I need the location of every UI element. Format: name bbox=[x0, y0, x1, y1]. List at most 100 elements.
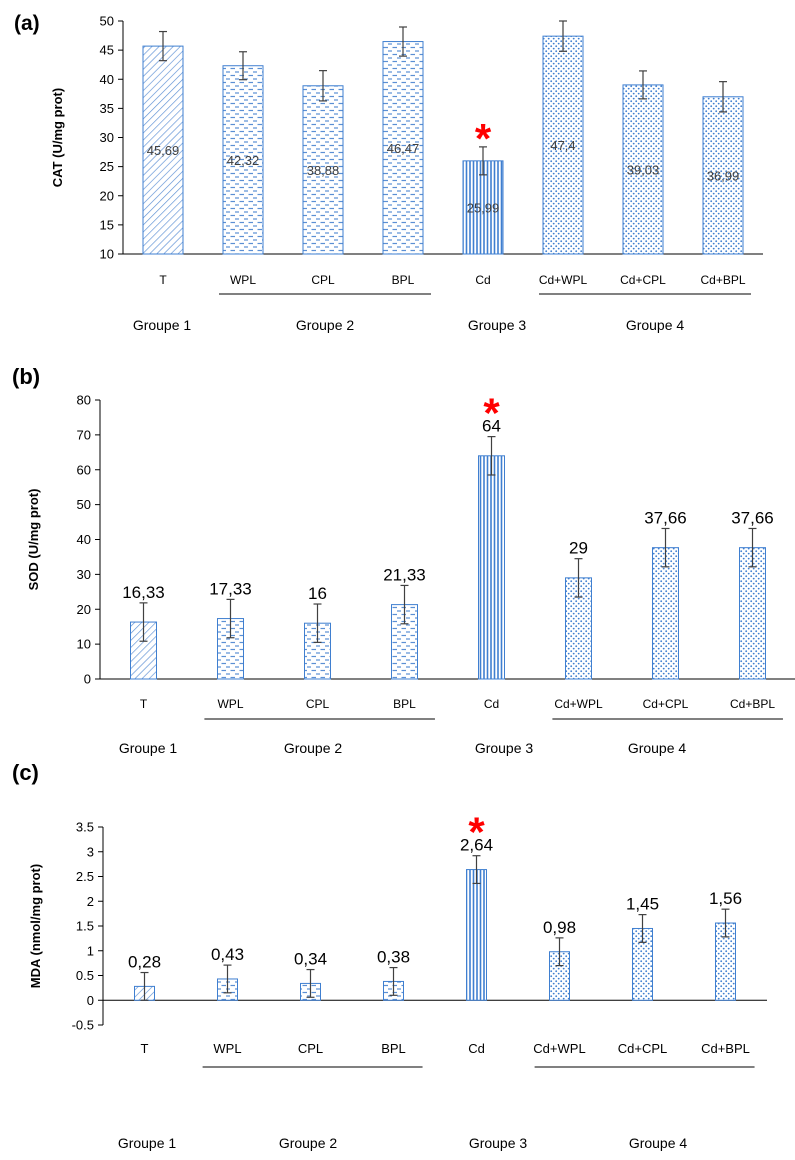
category-label: Cd+BPL bbox=[700, 273, 745, 287]
category-label: Cd+CPL bbox=[643, 697, 689, 711]
y-tick-label: 70 bbox=[77, 427, 91, 442]
y-tick-label: 3 bbox=[87, 844, 94, 859]
bar-cd-wpl bbox=[542, 35, 584, 255]
data-label: 45,69 bbox=[147, 143, 180, 158]
category-label: T bbox=[140, 697, 148, 711]
y-tick-label: 0.5 bbox=[76, 968, 94, 983]
data-label: 37,66 bbox=[644, 508, 687, 527]
category-label: Cd+WPL bbox=[554, 697, 603, 711]
group-label: Groupe 2 bbox=[284, 740, 343, 756]
y-tick-label: 50 bbox=[77, 497, 91, 512]
y-tick-label: 35 bbox=[100, 101, 114, 116]
y-axis-title: MDA (nmol/mg prot) bbox=[28, 864, 43, 988]
y-tick-label: 30 bbox=[77, 567, 91, 582]
bar-cd-bpl bbox=[739, 547, 766, 680]
group-label: Groupe 3 bbox=[469, 1135, 528, 1151]
y-axis-title: CAT (U/mg prot) bbox=[50, 88, 65, 187]
data-label: 64 bbox=[482, 417, 501, 436]
category-label: Cd+WPL bbox=[539, 273, 588, 287]
y-tick-label: 1.5 bbox=[76, 919, 94, 934]
bar-cd-cpl bbox=[622, 84, 664, 255]
category-label: T bbox=[141, 1041, 149, 1056]
category-label: Cd bbox=[468, 1041, 485, 1056]
data-label: 1,56 bbox=[709, 889, 742, 908]
category-label: BPL bbox=[393, 697, 416, 711]
y-tick-label: 15 bbox=[100, 217, 114, 232]
category-label: T bbox=[159, 273, 167, 287]
data-label: 0,28 bbox=[128, 953, 161, 972]
category-label: CPL bbox=[306, 697, 330, 711]
group-label: Groupe 2 bbox=[296, 317, 355, 333]
panel-label: (b) bbox=[12, 364, 40, 389]
y-tick-label: 2 bbox=[87, 894, 94, 909]
bar-cd bbox=[478, 455, 505, 680]
category-label: CPL bbox=[298, 1041, 323, 1056]
data-label: 2,64 bbox=[460, 836, 493, 855]
data-label: 37,66 bbox=[731, 508, 774, 527]
panel-label: (a) bbox=[14, 12, 40, 35]
category-label: Cd+BPL bbox=[701, 1041, 750, 1056]
y-tick-label: 50 bbox=[100, 14, 114, 29]
data-label: 46,47 bbox=[387, 141, 420, 156]
bar-cd bbox=[466, 869, 487, 1001]
group-label: Groupe 3 bbox=[475, 740, 534, 756]
y-tick-label: 2.5 bbox=[76, 869, 94, 884]
data-label: 1,45 bbox=[626, 895, 659, 914]
y-tick-label: 20 bbox=[100, 188, 114, 203]
group-label: Groupe 4 bbox=[629, 1135, 688, 1151]
bar-cd-cpl bbox=[652, 547, 679, 680]
y-axis-title: SOD (U/mg prot) bbox=[26, 489, 41, 591]
data-label: 36,99 bbox=[707, 168, 740, 183]
data-label: 47,4 bbox=[550, 138, 575, 153]
significance-marker: * bbox=[483, 390, 500, 437]
y-tick-label: 45 bbox=[100, 43, 114, 58]
y-tick-label: 0 bbox=[87, 993, 94, 1008]
group-label: Groupe 1 bbox=[133, 317, 192, 333]
panel-label: (c) bbox=[12, 760, 39, 785]
data-label: 16,33 bbox=[122, 583, 165, 602]
significance-marker: * bbox=[468, 809, 485, 856]
group-label: Groupe 4 bbox=[628, 740, 687, 756]
y-tick-label: 25 bbox=[100, 159, 114, 174]
category-label: Cd+WPL bbox=[533, 1041, 585, 1056]
data-label: 25,99 bbox=[467, 200, 500, 215]
data-label: 0,38 bbox=[377, 948, 410, 967]
chart-panel-a: (a) CAT (U/mg prot) 10 15 20 25 30 35 40 45 50 45,6… bbox=[14, 12, 763, 333]
data-label: 0,98 bbox=[543, 918, 576, 937]
y-tick-label: -0.5 bbox=[72, 1018, 94, 1033]
y-tick-label: 1 bbox=[87, 943, 94, 958]
group-label: Groupe 4 bbox=[626, 317, 685, 333]
group-label: Groupe 1 bbox=[118, 1135, 177, 1151]
bar-wpl bbox=[222, 65, 264, 255]
category-label: Cd bbox=[484, 697, 499, 711]
category-label: Cd bbox=[475, 273, 490, 287]
category-label: Cd+CPL bbox=[618, 1041, 668, 1056]
y-tick-label: 40 bbox=[77, 532, 91, 547]
bar-cd-bpl bbox=[702, 96, 744, 255]
bar-t bbox=[142, 45, 184, 255]
y-tick-label: 0 bbox=[84, 672, 91, 687]
category-label: BPL bbox=[381, 1041, 406, 1056]
y-tick-label: 60 bbox=[77, 462, 91, 477]
category-label: WPL bbox=[217, 697, 243, 711]
category-label: BPL bbox=[392, 273, 415, 287]
y-tick-label: 80 bbox=[77, 393, 91, 408]
data-label: 0,43 bbox=[211, 945, 244, 964]
data-label: 0,34 bbox=[294, 950, 327, 969]
group-label: Groupe 1 bbox=[119, 740, 178, 756]
category-label: WPL bbox=[230, 273, 256, 287]
data-label: 16 bbox=[308, 584, 327, 603]
bar-bpl bbox=[382, 41, 424, 255]
bar-cpl bbox=[302, 85, 344, 255]
data-label: 39,03 bbox=[627, 162, 660, 177]
y-tick-label: 20 bbox=[77, 602, 91, 617]
group-label: Groupe 3 bbox=[468, 317, 527, 333]
significance-marker: * bbox=[475, 115, 492, 162]
data-label: 38,88 bbox=[307, 163, 340, 178]
category-label: CPL bbox=[311, 273, 335, 287]
category-label: WPL bbox=[213, 1041, 241, 1056]
y-tick-label: 10 bbox=[77, 637, 91, 652]
data-label: 29 bbox=[569, 539, 588, 558]
bar-cd bbox=[462, 160, 504, 255]
